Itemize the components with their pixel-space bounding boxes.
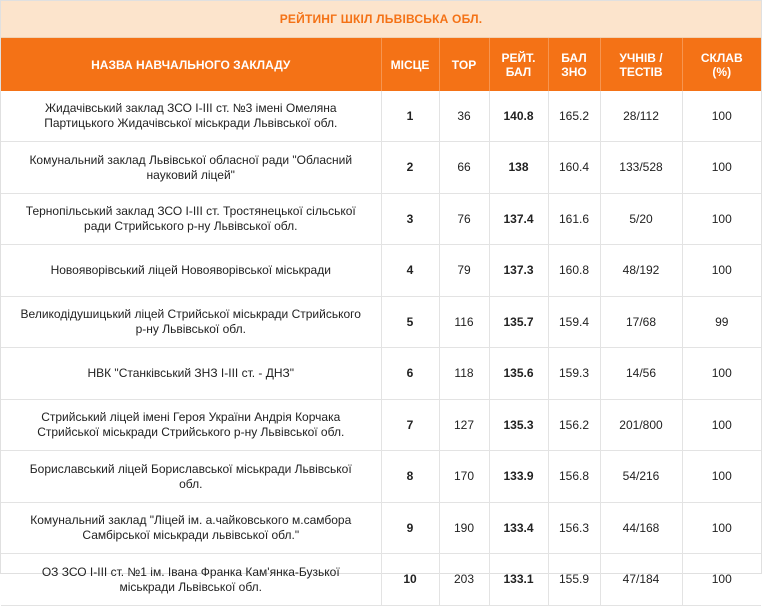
top-cell: 116 — [439, 296, 490, 348]
header-name: НАЗВА НАВЧАЛЬНОГО ЗАКЛАДУ — [1, 38, 382, 91]
passed-cell: 100 — [682, 91, 761, 142]
students-cell: 48/192 — [600, 244, 683, 297]
top-cell: 66 — [439, 141, 490, 194]
header-top: TOP — [439, 38, 490, 91]
zno-cell: 159.3 — [548, 347, 601, 400]
ranking-table: НАЗВА НАВЧАЛЬНОГО ЗАКЛАДУ МІСЦЕ TOP РЕЙТ… — [1, 38, 761, 606]
passed-cell: 100 — [682, 193, 761, 245]
students-cell: 5/20 — [600, 193, 683, 245]
top-cell: 170 — [439, 450, 490, 503]
score-cell: 133.9 — [489, 450, 549, 503]
top-cell: 36 — [439, 91, 490, 142]
table-row: Новояворівський ліцей Новояворівської мі… — [1, 244, 761, 297]
top-cell: 118 — [439, 347, 490, 400]
score-cell: 138 — [489, 141, 549, 194]
passed-cell: 100 — [682, 502, 761, 554]
students-cell: 201/800 — [600, 399, 683, 451]
students-cell: 47/184 — [600, 553, 683, 606]
header-place: МІСЦЕ — [381, 38, 440, 91]
passed-cell: 100 — [682, 141, 761, 194]
table-row: НВК "Станківський ЗНЗ І-ІІІ ст. - ДНЗ" 6 1… — [1, 347, 761, 400]
zno-cell: 161.6 — [548, 193, 601, 245]
score-cell: 133.1 — [489, 553, 549, 606]
score-cell: 133.4 — [489, 502, 549, 554]
passed-cell: 100 — [682, 347, 761, 400]
top-cell: 190 — [439, 502, 490, 554]
place-cell: 4 — [381, 244, 440, 297]
place-cell: 1 — [381, 91, 440, 142]
students-cell: 17/68 — [600, 296, 683, 348]
score-cell: 137.4 — [489, 193, 549, 245]
table-row: ОЗ ЗСО І-ІІІ ст. №1 ім. Івана Франка Кам… — [1, 553, 761, 606]
school-name: НВК "Станківський ЗНЗ І-ІІІ ст. - ДНЗ" — [1, 347, 382, 400]
top-cell: 76 — [439, 193, 490, 245]
zno-cell: 159.4 — [548, 296, 601, 348]
table-title: РЕЙТИНГ ШКІЛ ЛЬВІВСЬКА ОБЛ. — [1, 1, 761, 38]
place-cell: 7 — [381, 399, 440, 451]
score-cell: 137.3 — [489, 244, 549, 297]
table-row: Жидачівський заклад ЗСО І-ІІІ ст. №3 іме… — [1, 91, 761, 142]
students-cell: 44/168 — [600, 502, 683, 554]
school-name: Комунальний заклад Львівської обласної р… — [1, 141, 382, 194]
top-cell: 127 — [439, 399, 490, 451]
table-row: Стрийський ліцей імені Героя України Анд… — [1, 399, 761, 451]
passed-cell: 100 — [682, 244, 761, 297]
score-cell: 135.7 — [489, 296, 549, 348]
place-cell: 9 — [381, 502, 440, 554]
students-cell: 14/56 — [600, 347, 683, 400]
table-row: Тернопільський заклад ЗСО І-ІІІ ст. Трос… — [1, 193, 761, 245]
score-cell: 140.8 — [489, 91, 549, 142]
place-cell: 5 — [381, 296, 440, 348]
header-score: РЕЙТ. БАЛ — [489, 38, 549, 91]
zno-cell: 160.8 — [548, 244, 601, 297]
zno-cell: 156.3 — [548, 502, 601, 554]
header-row: НАЗВА НАВЧАЛЬНОГО ЗАКЛАДУ МІСЦЕ TOP РЕЙТ… — [1, 38, 761, 91]
top-cell: 203 — [439, 553, 490, 606]
passed-cell: 100 — [682, 450, 761, 503]
school-name: Комунальний заклад "Ліцей ім. а.чайковсь… — [1, 502, 382, 554]
top-cell: 79 — [439, 244, 490, 297]
school-name: Стрийський ліцей імені Героя України Анд… — [1, 399, 382, 451]
school-name: ОЗ ЗСО І-ІІІ ст. №1 ім. Івана Франка Кам… — [1, 553, 382, 606]
school-name: Тернопільський заклад ЗСО І-ІІІ ст. Трос… — [1, 193, 382, 245]
table-row: Комунальний заклад Львівської обласної р… — [1, 141, 761, 194]
table-row: Бориславський ліцей Бориславської міськр… — [1, 450, 761, 503]
header-passed: СКЛАВ (%) — [682, 38, 761, 91]
place-cell: 8 — [381, 450, 440, 503]
school-name: Великодідушицький ліцей Стрийської міськ… — [1, 296, 382, 348]
place-cell: 3 — [381, 193, 440, 245]
header-students: УЧНІВ / ТЕСТІВ — [600, 38, 683, 91]
passed-cell: 99 — [682, 296, 761, 348]
passed-cell: 100 — [682, 399, 761, 451]
students-cell: 54/216 — [600, 450, 683, 503]
school-name: Жидачівський заклад ЗСО І-ІІІ ст. №3 іме… — [1, 91, 382, 142]
zno-cell: 156.8 — [548, 450, 601, 503]
school-name: Бориславський ліцей Бориславської міськр… — [1, 450, 382, 503]
place-cell: 10 — [381, 553, 440, 606]
students-cell: 28/112 — [600, 91, 683, 142]
score-cell: 135.3 — [489, 399, 549, 451]
zno-cell: 155.9 — [548, 553, 601, 606]
students-cell: 133/528 — [600, 141, 683, 194]
table-row: Великодідушицький ліцей Стрийської міськ… — [1, 296, 761, 348]
place-cell: 2 — [381, 141, 440, 194]
score-cell: 135.6 — [489, 347, 549, 400]
school-name: Новояворівський ліцей Новояворівської мі… — [1, 244, 382, 297]
table-row: Комунальний заклад "Ліцей ім. а.чайковсь… — [1, 502, 761, 554]
header-zno: БАЛ ЗНО — [548, 38, 601, 91]
zno-cell: 160.4 — [548, 141, 601, 194]
zno-cell: 165.2 — [548, 91, 601, 142]
zno-cell: 156.2 — [548, 399, 601, 451]
passed-cell: 100 — [682, 553, 761, 606]
place-cell: 6 — [381, 347, 440, 400]
